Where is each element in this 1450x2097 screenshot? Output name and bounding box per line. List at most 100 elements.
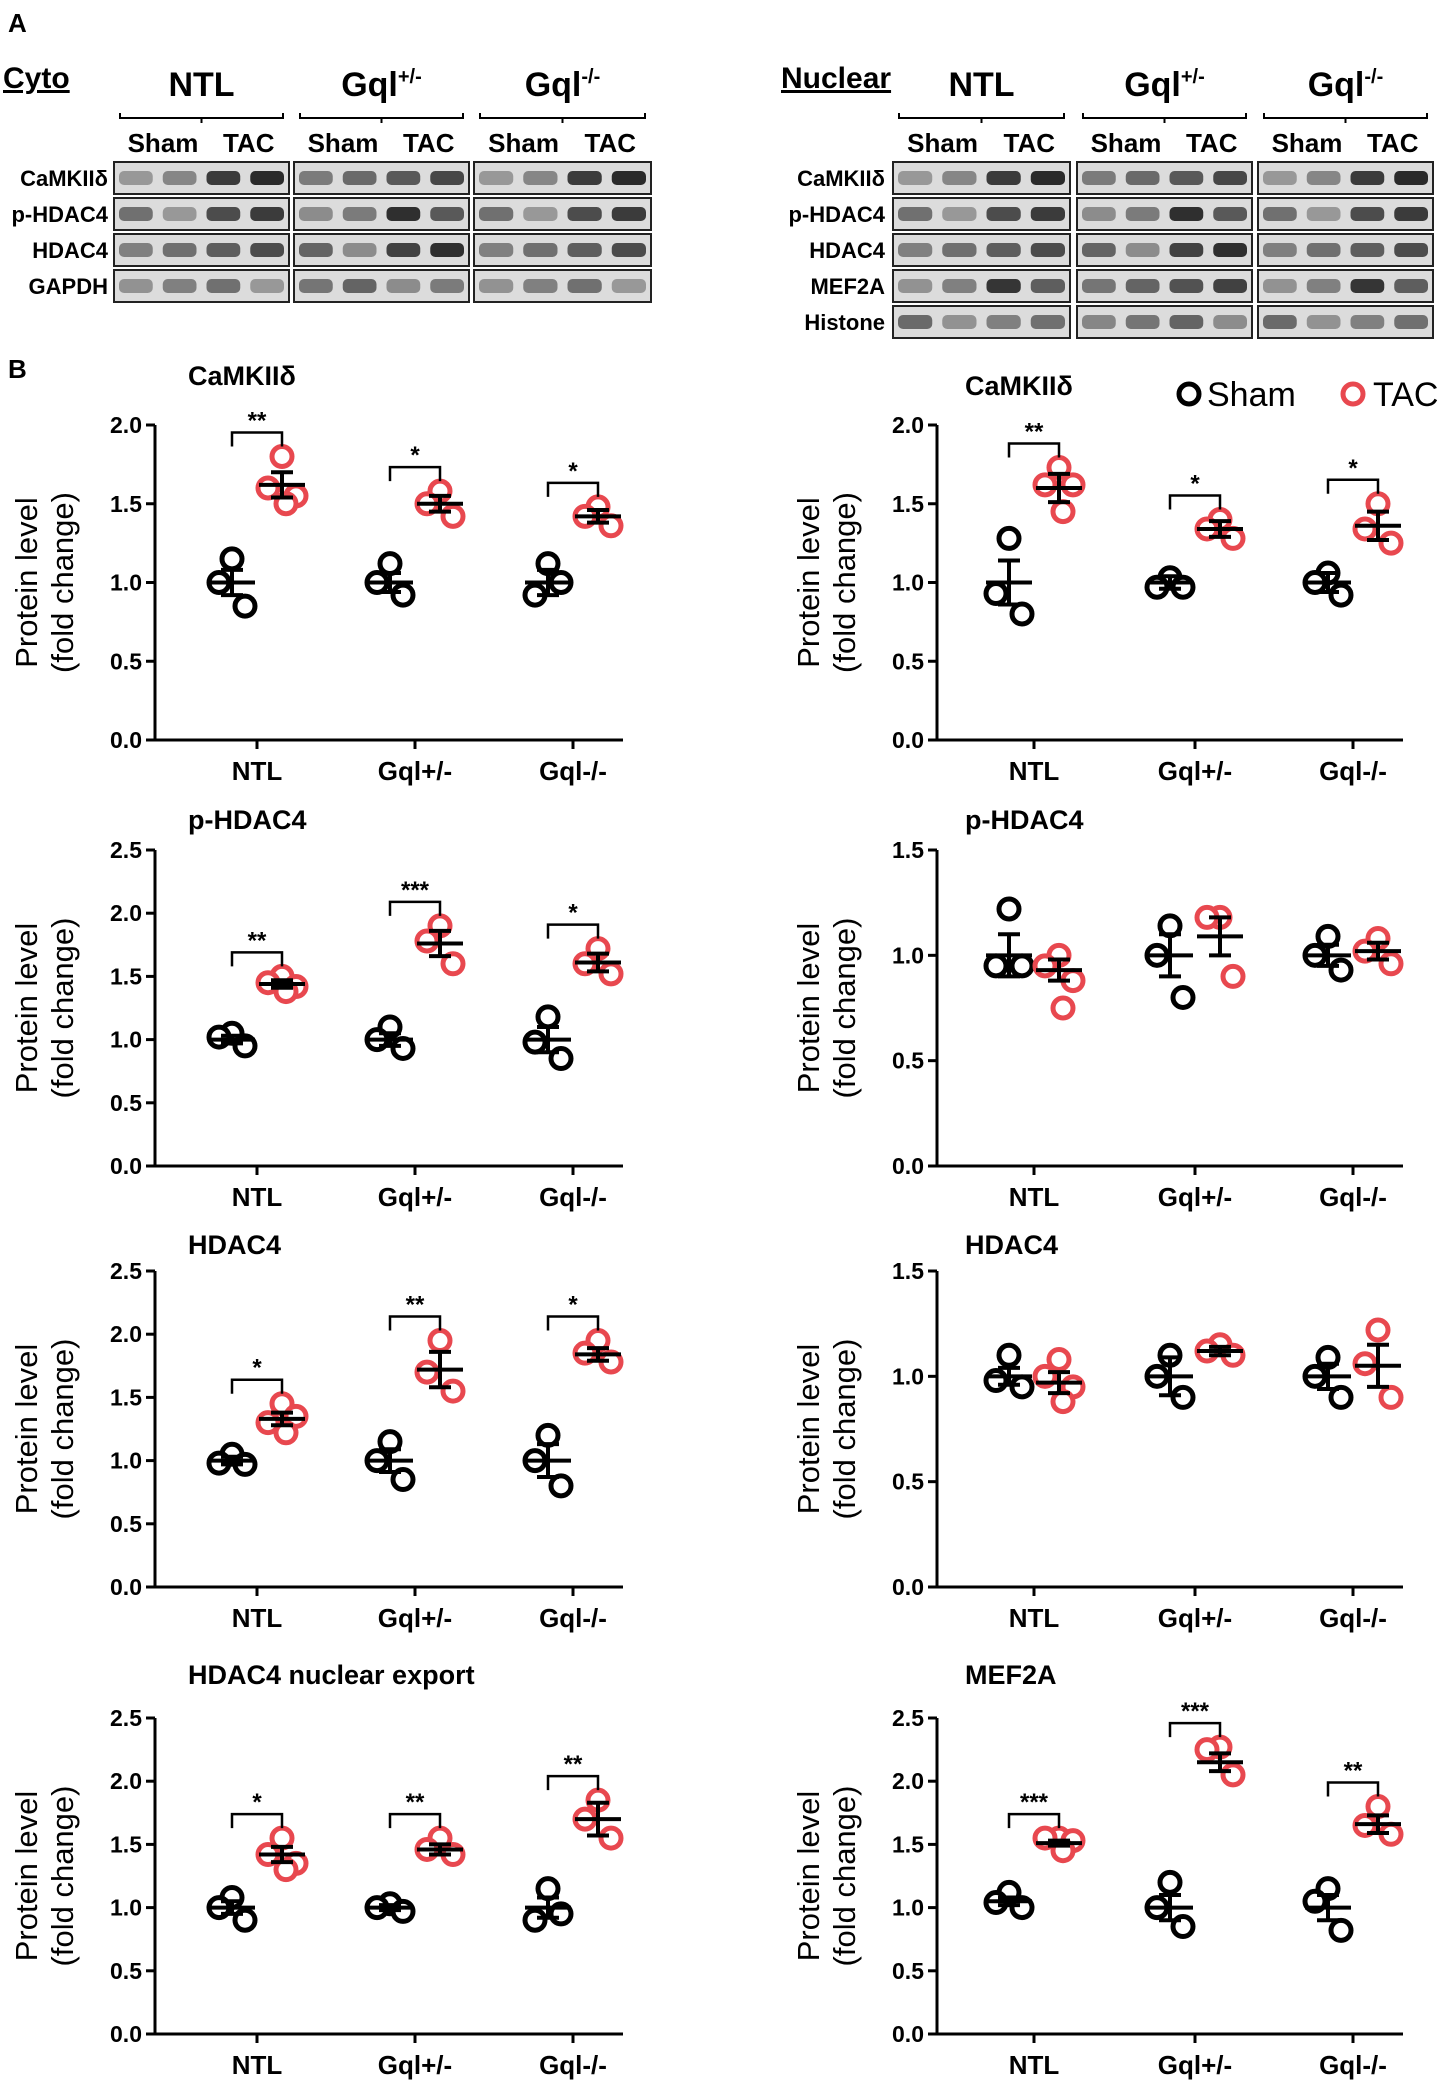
tac-point xyxy=(1220,1762,1246,1788)
y-tick-label: 1.0 xyxy=(110,1895,142,1921)
tac-point xyxy=(1352,1351,1378,1377)
significance-bracket xyxy=(546,1774,600,1791)
significance-bracket xyxy=(230,951,284,967)
significance-label: ** xyxy=(248,408,267,435)
x-tick-label: Gql-/- xyxy=(1319,1182,1387,1212)
sham-point xyxy=(996,896,1022,922)
y-tick-label: 0.5 xyxy=(892,1048,924,1074)
blot-band xyxy=(162,207,197,221)
blot-band xyxy=(430,279,464,293)
legend-tac-label: TAC xyxy=(1373,376,1438,414)
blot-band xyxy=(1082,315,1116,329)
y-tick-label: 1.0 xyxy=(892,570,924,596)
blot-row-label: p-HDAC4 xyxy=(11,202,108,227)
tac-point xyxy=(1060,472,1086,498)
blot-band xyxy=(1030,243,1065,257)
genotype-name: NTL xyxy=(948,66,1014,104)
y-tick-label: 0.5 xyxy=(110,1090,142,1116)
blot-band xyxy=(986,171,1021,185)
x-tick-label: Gql+/- xyxy=(378,1603,452,1633)
chart-8: MEF2A 0.0 0.5 1.0 1.5 2.0 2.5 Protein level(fol… xyxy=(791,1660,1404,2080)
condition-label-tac: TAC xyxy=(1004,128,1056,158)
blot-band xyxy=(1306,279,1341,293)
genotype-name: Gql xyxy=(1124,66,1181,104)
y-axis-label-line2: (fold change) xyxy=(45,1339,80,1520)
x-tick-label: NTL xyxy=(1009,1182,1060,1212)
blot-band xyxy=(1394,279,1428,293)
genotype-superscript: +/- xyxy=(398,66,422,88)
blot-band xyxy=(1030,171,1065,185)
y-tick-label: 1.0 xyxy=(110,1448,142,1474)
blot-band xyxy=(1263,207,1297,221)
y-tick-label: 2.0 xyxy=(110,900,142,926)
significance-bracket xyxy=(1007,442,1061,458)
blot-band xyxy=(1263,279,1297,293)
significance-label: ** xyxy=(564,1751,583,1778)
tac-point xyxy=(1352,516,1378,542)
blot-genotype-label: Gql+/- xyxy=(341,66,422,104)
tac-point xyxy=(598,961,624,987)
y-tick-label: 2.5 xyxy=(110,1705,142,1731)
blot-band xyxy=(206,243,241,257)
significance-bracket xyxy=(1326,478,1380,494)
significance-bracket xyxy=(1326,1781,1380,1797)
significance-bracket xyxy=(230,1812,284,1829)
y-tick-label: 2.0 xyxy=(892,412,924,438)
blot-band xyxy=(1169,315,1204,329)
significance-label: * xyxy=(410,442,420,469)
chart-title: HDAC4 xyxy=(965,1230,1058,1260)
blot-band xyxy=(942,171,977,185)
y-axis-label-line1: Protein level xyxy=(9,1791,44,1962)
blot-band xyxy=(898,279,933,293)
sham-point xyxy=(390,582,416,608)
y-tick-label: 2.0 xyxy=(110,1768,142,1794)
significance-label: ** xyxy=(248,927,267,954)
blot-band xyxy=(523,279,558,293)
y-tick-label: 1.5 xyxy=(110,491,142,517)
chart-2: CaMKIIδ 0.0 0.5 1.0 1.5 2.0 Protein level(fold… xyxy=(791,371,1404,786)
tac-point xyxy=(440,1378,466,1404)
tac-point xyxy=(414,1359,440,1385)
y-tick-label: 0.5 xyxy=(110,1958,142,1984)
blot-band xyxy=(250,207,284,221)
blot-band xyxy=(342,243,377,257)
y-axis-label: Protein level(fold change) xyxy=(9,1786,80,1967)
sham-point xyxy=(1328,1917,1354,1943)
blot-band xyxy=(523,207,558,221)
y-tick-label: 2.5 xyxy=(110,837,142,863)
blot-strip xyxy=(473,269,652,303)
condition-label-sham: Sham xyxy=(907,128,978,158)
sham-point xyxy=(1009,953,1035,979)
blot-band xyxy=(1263,243,1297,257)
sham-point xyxy=(983,581,1009,607)
tac-point xyxy=(273,1857,299,1883)
significance-label: * xyxy=(1190,471,1200,498)
sham-point xyxy=(535,1004,561,1030)
significance-label: ** xyxy=(1025,419,1044,446)
chart-title: MEF2A xyxy=(965,1660,1057,1690)
sham-point xyxy=(996,1342,1022,1368)
y-tick-label: 0.5 xyxy=(892,1469,924,1495)
blot-band xyxy=(1350,315,1385,329)
blot-band xyxy=(986,243,1021,257)
blot-band xyxy=(611,243,646,257)
y-axis-label-line2: (fold change) xyxy=(827,1786,862,1967)
x-tick-label: NTL xyxy=(232,1603,283,1633)
chart-6: HDAC4 0.0 0.5 1.0 1.5 Protein level(fold chan… xyxy=(791,1230,1404,1633)
condition-label-sham: Sham xyxy=(1091,128,1162,158)
blot-band xyxy=(119,279,153,293)
condition-label-tac: TAC xyxy=(585,128,637,158)
significance-label: * xyxy=(1348,455,1358,482)
y-axis-label-line2: (fold change) xyxy=(827,1339,862,1520)
x-tick-label: Gql-/- xyxy=(1319,756,1387,786)
chart-title: HDAC4 nuclear export xyxy=(188,1660,475,1690)
sham-point xyxy=(1328,1384,1354,1410)
y-axis-label: Protein level(fold change) xyxy=(791,918,862,1099)
sham-point xyxy=(1328,582,1354,608)
blot-band xyxy=(1350,207,1385,221)
y-tick-label: 2.0 xyxy=(110,1321,142,1347)
x-tick-label: Gql+/- xyxy=(1158,2050,1232,2080)
genotype-bracket xyxy=(1263,113,1428,123)
chart-title: HDAC4 xyxy=(188,1230,281,1260)
